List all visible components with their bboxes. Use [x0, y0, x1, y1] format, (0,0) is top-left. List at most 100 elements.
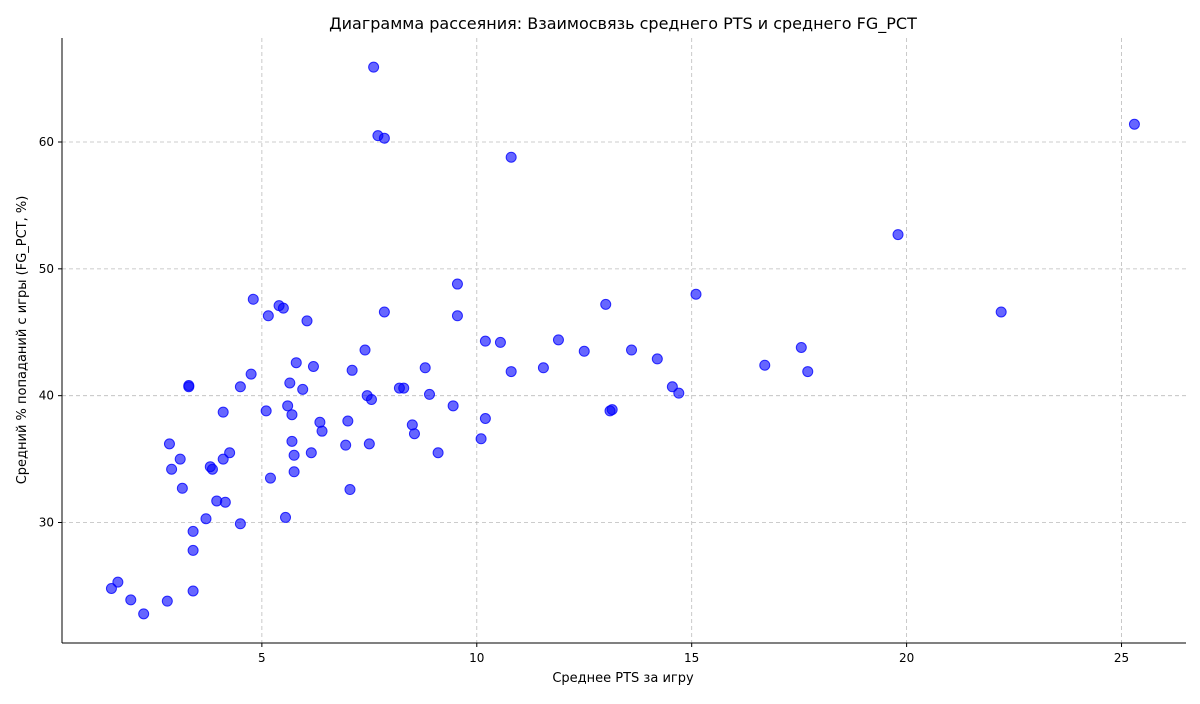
scatter-point — [314, 416, 326, 428]
x-tick-label: 15 — [684, 651, 699, 665]
scatter-point — [479, 413, 491, 425]
scatter-point — [505, 366, 517, 378]
scatter-point — [447, 400, 459, 412]
scatter-point — [245, 368, 257, 380]
scatter-point — [363, 438, 375, 450]
scatter-point — [200, 513, 212, 525]
scatter-point — [161, 595, 173, 607]
scatter-point — [1128, 118, 1140, 130]
scatter-point — [247, 293, 259, 305]
scatter-point — [305, 447, 317, 459]
scatter-point — [666, 381, 678, 393]
scatter-point — [406, 419, 418, 431]
scatter-point — [432, 447, 444, 459]
scatter-point — [475, 433, 487, 445]
scatter-point — [264, 472, 276, 484]
scatter-point — [494, 336, 506, 348]
scatter-point — [176, 482, 188, 494]
scatter-point — [286, 409, 298, 421]
scatter-point — [125, 594, 137, 606]
scatter-point — [340, 439, 352, 451]
scatter-point — [262, 310, 274, 322]
scatter-point — [217, 406, 229, 418]
scatter-point — [277, 302, 289, 314]
scatter-point — [795, 341, 807, 353]
scatter-point — [174, 453, 186, 465]
scatter-point — [288, 449, 300, 461]
scatter-point — [288, 466, 300, 478]
scatter-point — [187, 544, 199, 556]
y-axis-label: Средний % попаданий с игры (FG_PCT, %) — [15, 196, 30, 485]
scatter-point — [673, 387, 685, 399]
scatter-point — [365, 393, 377, 405]
axes — [61, 38, 1186, 644]
scatter-point — [234, 381, 246, 393]
scatter-point — [505, 151, 517, 163]
scatter-point — [892, 229, 904, 241]
scatter-point — [552, 334, 564, 346]
scatter-point — [260, 405, 272, 417]
scatter-point — [187, 585, 199, 597]
y-tick-label: 40 — [39, 389, 54, 403]
scatter-point — [378, 306, 390, 318]
x-tick-label: 20 — [899, 651, 914, 665]
scatter-point — [537, 362, 549, 374]
scatter-point — [316, 425, 328, 437]
scatter-point — [234, 518, 246, 530]
scatter-point — [606, 404, 618, 416]
scatter-point — [282, 400, 294, 412]
scatter-point — [163, 438, 175, 450]
scatter-point — [301, 315, 313, 327]
x-tick-label: 5 — [258, 651, 266, 665]
data-points — [105, 61, 1140, 620]
scatter-point — [451, 278, 463, 290]
scatter-point — [206, 463, 218, 475]
scatter-point — [138, 608, 150, 620]
scatter-point — [219, 496, 231, 508]
scatter-point — [359, 344, 371, 356]
x-axis-label: Среднее PTS за игру — [552, 671, 694, 686]
scatter-point — [451, 310, 463, 322]
scatter-point — [995, 306, 1007, 318]
scatter-point — [424, 388, 436, 400]
scatter-point — [626, 344, 638, 356]
scatter-point — [166, 463, 178, 475]
scatter-point — [286, 435, 298, 447]
scatter-point — [307, 361, 319, 373]
scatter-point — [183, 381, 195, 393]
scatter-point — [759, 359, 771, 371]
scatter-point — [280, 511, 292, 523]
scatter-point — [217, 453, 229, 465]
scatter-point — [224, 447, 236, 459]
scatter-point — [419, 362, 431, 374]
scatter-point — [690, 288, 702, 300]
scatter-point — [187, 525, 199, 537]
grid-lines — [62, 38, 1186, 643]
scatter-point — [408, 428, 420, 440]
scatter-point — [284, 377, 296, 389]
scatter-point — [368, 61, 380, 73]
scatter-point — [479, 335, 491, 347]
y-tick-label: 30 — [39, 516, 54, 530]
scatter-point — [398, 382, 410, 394]
scatter-point — [342, 415, 354, 427]
scatter-point — [578, 345, 590, 357]
x-tick-label: 25 — [1114, 651, 1129, 665]
y-tick-label: 50 — [39, 262, 54, 276]
scatter-point — [346, 364, 358, 376]
scatter-point — [651, 353, 663, 365]
scatter-point — [344, 484, 356, 496]
ticks: 5 10 15 20 25 30 40 50 60 — [39, 135, 1129, 665]
scatter-point — [378, 132, 390, 144]
scatter-point — [112, 576, 124, 588]
scatter-point — [600, 298, 612, 310]
scatter-point — [105, 582, 117, 594]
y-tick-label: 60 — [39, 135, 54, 149]
scatter-point — [297, 383, 309, 395]
scatter-point — [802, 366, 814, 378]
scatter-point — [290, 357, 302, 369]
x-tick-label: 10 — [469, 651, 484, 665]
chart-title: Диаграмма рассеяния: Взаимосвязь среднег… — [329, 14, 917, 34]
